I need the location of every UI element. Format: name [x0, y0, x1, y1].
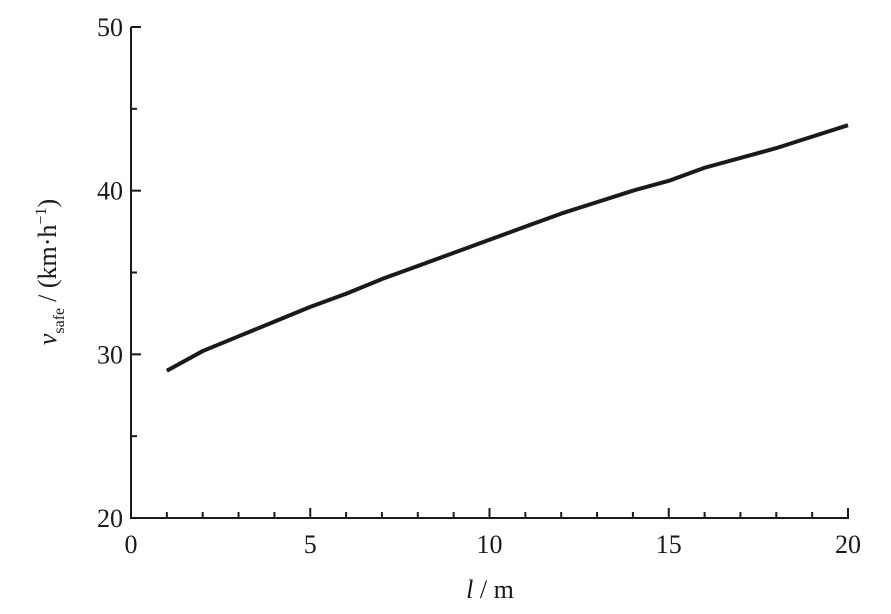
- x-tick-label: 0: [125, 530, 138, 559]
- y-tick-label: 50: [97, 13, 123, 42]
- x-tick-label: 20: [835, 530, 861, 559]
- x-label-symbol: l: [466, 575, 473, 604]
- y-tick-label: 20: [97, 504, 123, 533]
- data-line: [165, 123, 849, 373]
- x-tick-label: 5: [304, 530, 317, 559]
- y-label-close: ): [33, 199, 62, 208]
- y-label-symbol: v: [33, 333, 62, 345]
- y-tick-label: 30: [97, 340, 123, 369]
- x-tick-label: 10: [477, 530, 503, 559]
- y-label-superscript: −1: [33, 208, 50, 225]
- x-tick-label: 15: [656, 530, 682, 559]
- x-axis-label: l / m: [466, 575, 514, 604]
- y-label-subscript: safe: [51, 308, 68, 334]
- y-label-unit: / (km·h: [33, 225, 62, 302]
- y-axis-label: vsafe / (km·h−1): [33, 199, 68, 345]
- x-label-unit: / m: [480, 575, 514, 604]
- y-tick-label: 40: [97, 177, 123, 206]
